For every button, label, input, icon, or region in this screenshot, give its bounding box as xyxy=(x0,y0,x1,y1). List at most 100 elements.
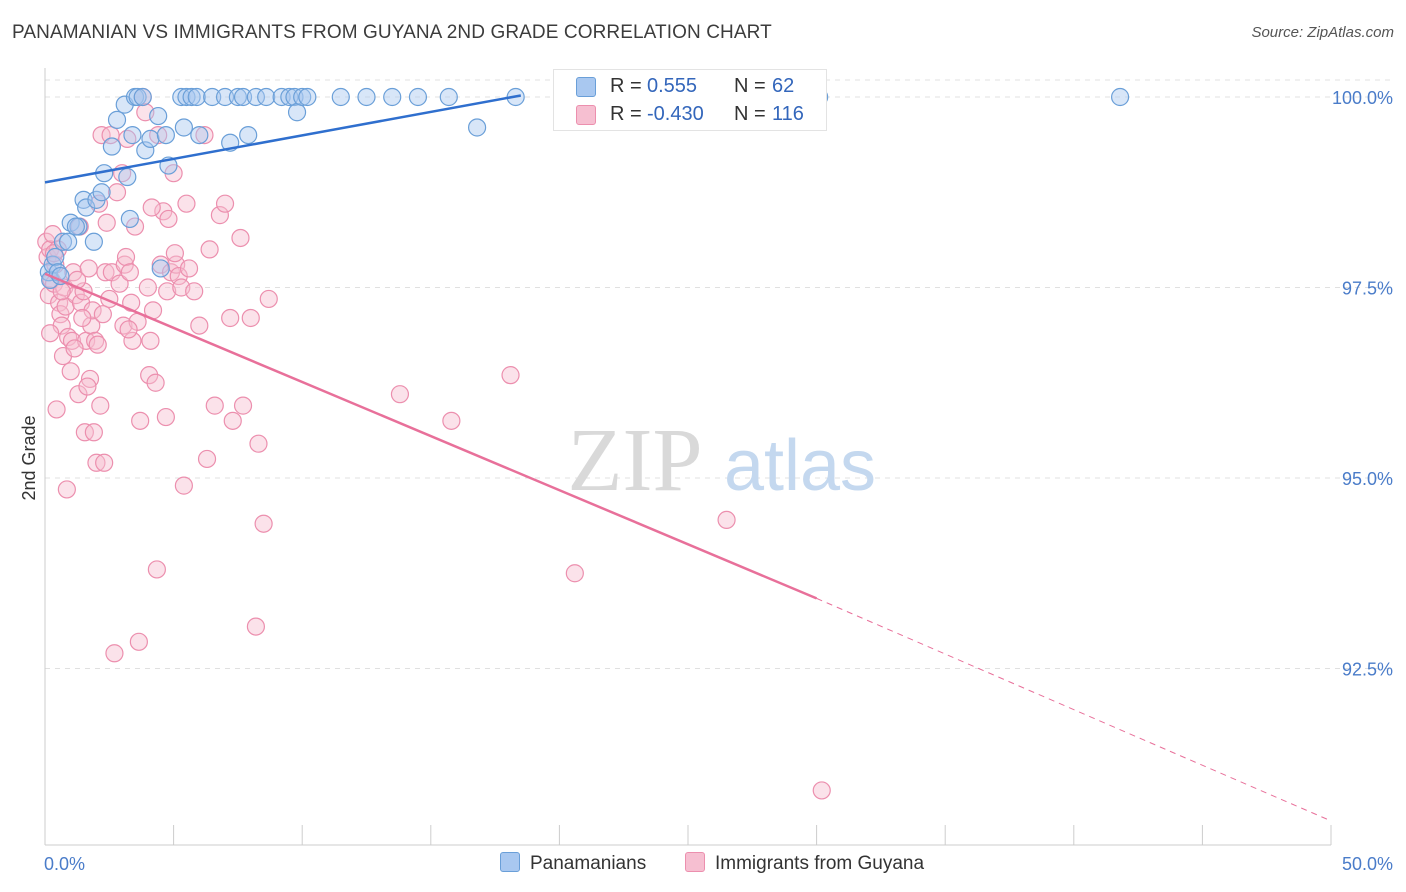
data-point-guyana xyxy=(215,194,235,213)
data-point-panamanian xyxy=(439,87,458,107)
data-point-panamanian xyxy=(280,87,299,107)
y-tick-label: 100.0% xyxy=(1332,88,1393,108)
trend-lines xyxy=(44,94,1332,822)
data-point-panamanian xyxy=(149,106,168,126)
legend-n-value: 62 xyxy=(772,75,795,97)
data-point-guyana xyxy=(119,320,138,339)
data-point-guyana xyxy=(78,377,97,396)
data-point-guyana xyxy=(210,206,229,225)
data-point-guyana xyxy=(65,339,84,358)
data-point-panamanian xyxy=(408,87,428,107)
data-point-panamanian xyxy=(298,87,317,107)
data-point-guyana xyxy=(177,194,196,213)
data-point-guyana xyxy=(142,198,161,217)
data-point-panamanian xyxy=(190,126,209,145)
data-point-panamanian xyxy=(203,87,222,107)
data-point-guyana xyxy=(812,781,831,800)
data-point-guyana xyxy=(129,632,148,651)
data-point-guyana xyxy=(140,366,159,385)
data-point-guyana xyxy=(61,362,80,381)
data-point-panamanian xyxy=(92,183,111,202)
trend-line-panamanians xyxy=(44,94,522,184)
bottom-legend-label: Panamanians xyxy=(530,853,647,874)
data-point-guyana xyxy=(254,514,273,533)
data-point-guyana xyxy=(565,564,584,583)
legend-r-label: R = xyxy=(610,75,642,97)
legend-n-label: N = xyxy=(734,75,766,97)
data-point-panamanian xyxy=(272,87,291,107)
tick-labels: 92.5% 95.0% 97.5% 100.0% 0.0% 50.0% xyxy=(44,88,1393,874)
data-point-guyana xyxy=(57,480,76,499)
source-label: Source: ZipAtlas.com xyxy=(1251,24,1394,41)
data-point-guyana xyxy=(110,274,129,293)
data-point-panamanian xyxy=(136,141,155,160)
data-point-guyana xyxy=(174,476,193,495)
data-point-guyana xyxy=(56,297,75,316)
watermark-zip: ZIP xyxy=(568,411,703,510)
data-point-guyana xyxy=(501,366,520,385)
chart-title: PANAMANIAN VS IMMIGRANTS FROM GUYANA 2ND… xyxy=(12,22,772,43)
data-point-panamanian xyxy=(285,87,304,107)
data-point-panamanian xyxy=(84,232,103,251)
data-point-panamanian xyxy=(53,232,73,251)
data-point-guyana xyxy=(120,263,139,282)
data-point-panamanian xyxy=(293,87,312,107)
data-point-panamanian xyxy=(107,110,127,129)
legend-n-value: 116 xyxy=(772,103,804,125)
data-point-panamanian xyxy=(118,167,137,187)
axes xyxy=(44,68,1332,846)
data-point-guyana xyxy=(156,407,175,427)
legend-r-label: R = xyxy=(610,103,642,125)
data-point-panamanian xyxy=(383,87,402,107)
data-point-guyana xyxy=(83,301,102,320)
data-point-panamanian xyxy=(1110,87,1130,107)
data-point-panamanian xyxy=(331,87,350,107)
watermark: ZIP atlas xyxy=(568,411,877,510)
data-point-guyana xyxy=(158,282,177,301)
grid-lines xyxy=(45,79,1391,669)
legend-row-guyana: R = -0.430 N = 116 xyxy=(554,101,826,129)
data-point-guyana xyxy=(231,228,250,248)
data-point-panamanian xyxy=(287,103,307,122)
data-point-guyana xyxy=(87,453,106,472)
correlation-legend: R = 0.555 N = 62 R = -0.430 N = 116 xyxy=(553,69,827,131)
data-point-panamanian xyxy=(467,118,487,137)
data-point-guyana xyxy=(221,308,240,328)
data-point-panamanian xyxy=(177,87,196,107)
data-point-guyana xyxy=(91,396,110,415)
bottom-legend-swatch-pink xyxy=(685,852,705,872)
legend-row-panamanians: R = 0.555 N = 62 xyxy=(554,73,826,101)
data-point-panamanian xyxy=(102,137,121,156)
data-point-panamanian xyxy=(128,87,147,107)
data-point-guyana xyxy=(138,278,157,297)
data-point-panamanian xyxy=(77,198,96,217)
data-point-guyana xyxy=(146,373,165,392)
data-point-guyana xyxy=(84,423,103,442)
data-point-guyana xyxy=(41,324,60,343)
legend-swatch-pink xyxy=(576,105,596,125)
bottom-legend-swatch-blue xyxy=(500,852,520,872)
data-point-panamanian xyxy=(120,209,139,229)
data-point-guyana xyxy=(95,453,114,472)
data-point-panamanian xyxy=(228,87,247,107)
data-point-guyana xyxy=(165,244,184,263)
data-point-panamanian xyxy=(257,87,276,107)
data-point-guyana xyxy=(97,213,116,232)
data-point-guyana xyxy=(73,308,92,328)
data-point-guyana xyxy=(116,247,136,267)
data-point-guyana xyxy=(105,644,124,663)
data-point-panamanian xyxy=(151,259,170,278)
data-point-panamanian xyxy=(174,118,193,137)
data-point-guyana xyxy=(233,396,253,415)
data-point-guyana xyxy=(88,335,107,354)
legend-n-label: N = xyxy=(734,103,766,125)
data-point-panamanian xyxy=(233,87,253,107)
y-axis-label: 2nd Grade xyxy=(19,415,39,500)
legend-r-value: 0.555 xyxy=(647,75,698,97)
data-point-panamanian xyxy=(187,87,206,107)
data-point-guyana xyxy=(246,617,266,636)
data-point-guyana xyxy=(259,289,278,309)
data-point-guyana xyxy=(141,331,160,350)
data-point-guyana xyxy=(107,183,127,202)
series-immigrants-from-guyana xyxy=(37,87,831,800)
